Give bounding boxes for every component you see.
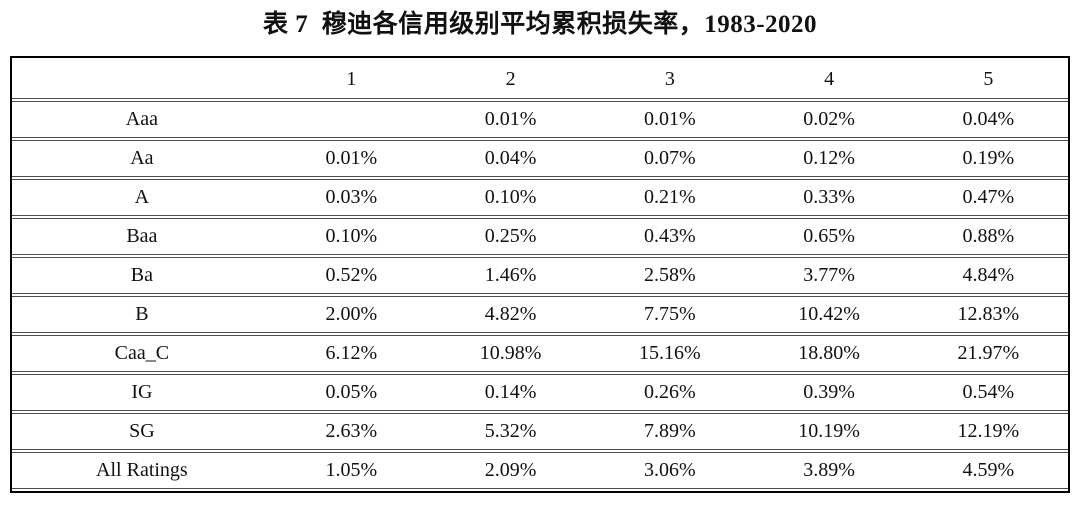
value-cell: 3.06% <box>590 452 750 489</box>
table-row: SG 2.63% 5.32% 7.89% 10.19% 12.19% <box>12 413 1068 450</box>
value-cell: 2.09% <box>431 452 591 489</box>
table-row: Ba 0.52% 1.46% 2.58% 3.77% 4.84% <box>12 257 1068 294</box>
value-cell: 0.39% <box>749 374 909 411</box>
value-cell: 0.12% <box>749 140 909 177</box>
row-label: Aaa <box>12 101 272 138</box>
value-cell: 15.16% <box>590 335 750 372</box>
value-cell: 0.01% <box>271 140 431 177</box>
value-cell: 10.42% <box>749 296 909 333</box>
value-cell: 0.65% <box>749 218 909 255</box>
value-cell: 4.84% <box>908 257 1068 294</box>
value-cell: 0.26% <box>590 374 750 411</box>
value-cell: 0.47% <box>908 179 1068 216</box>
value-cell: 1.05% <box>271 452 431 489</box>
table-row: Aaa 0.01% 0.01% 0.02% 0.04% <box>12 101 1068 138</box>
header-cell-year-3: 3 <box>590 60 750 99</box>
value-cell: 1.46% <box>431 257 591 294</box>
header-cell-year-4: 4 <box>749 60 909 99</box>
value-cell: 0.05% <box>271 374 431 411</box>
value-cell: 5.32% <box>431 413 591 450</box>
value-cell <box>271 101 431 138</box>
table-row: B 2.00% 4.82% 7.75% 10.42% 12.83% <box>12 296 1068 333</box>
value-cell: 0.01% <box>431 101 591 138</box>
value-cell: 2.58% <box>590 257 750 294</box>
value-cell: 7.89% <box>590 413 750 450</box>
value-cell: 4.59% <box>908 452 1068 489</box>
table-row: Baa 0.10% 0.25% 0.43% 0.65% 0.88% <box>12 218 1068 255</box>
row-label: Aa <box>12 140 272 177</box>
value-cell: 6.12% <box>271 335 431 372</box>
header-cell-year-1: 1 <box>271 60 431 99</box>
value-cell: 0.25% <box>431 218 591 255</box>
row-label: Caa_C <box>12 335 272 372</box>
value-cell: 0.04% <box>431 140 591 177</box>
header-cell-label <box>12 60 272 99</box>
page-title: 表 7 穆迪各信用级别平均累积损失率，1983-2020 <box>262 11 818 38</box>
value-cell: 10.19% <box>749 413 909 450</box>
value-cell: 12.19% <box>908 413 1068 450</box>
table-row: Caa_C 6.12% 10.98% 15.16% 18.80% 21.97% <box>12 335 1068 372</box>
row-label: All Ratings <box>12 452 272 489</box>
value-cell: 2.63% <box>271 413 431 450</box>
row-label: Baa <box>12 218 272 255</box>
value-cell: 0.43% <box>590 218 750 255</box>
value-cell: 0.19% <box>908 140 1068 177</box>
header-cell-year-5: 5 <box>908 60 1068 99</box>
value-cell: 0.33% <box>749 179 909 216</box>
row-label: Ba <box>12 257 272 294</box>
value-cell: 7.75% <box>590 296 750 333</box>
value-cell: 2.00% <box>271 296 431 333</box>
value-cell: 0.54% <box>908 374 1068 411</box>
table-body: Aaa 0.01% 0.01% 0.02% 0.04% Aa 0.01% 0.04% 0.07%… <box>12 101 1068 489</box>
value-cell: 0.10% <box>271 218 431 255</box>
row-label: B <box>12 296 272 333</box>
value-cell: 0.02% <box>749 101 909 138</box>
value-cell: 0.01% <box>590 101 750 138</box>
value-cell: 0.10% <box>431 179 591 216</box>
value-cell: 18.80% <box>749 335 909 372</box>
table-row: Aa 0.01% 0.04% 0.07% 0.12% 0.19% <box>12 140 1068 177</box>
value-cell: 0.07% <box>590 140 750 177</box>
value-cell: 10.98% <box>431 335 591 372</box>
value-cell: 3.89% <box>749 452 909 489</box>
value-cell: 12.83% <box>908 296 1068 333</box>
value-cell: 0.14% <box>431 374 591 411</box>
row-label: SG <box>12 413 272 450</box>
row-label: IG <box>12 374 272 411</box>
value-cell: 0.21% <box>590 179 750 216</box>
table-row: All Ratings 1.05% 2.09% 3.06% 3.89% 4.59% <box>12 452 1068 489</box>
header-cell-year-2: 2 <box>431 60 591 99</box>
value-cell: 0.52% <box>271 257 431 294</box>
value-cell: 0.03% <box>271 179 431 216</box>
value-cell: 4.82% <box>431 296 591 333</box>
value-cell: 21.97% <box>908 335 1068 372</box>
table-row: A 0.03% 0.10% 0.21% 0.33% 0.47% <box>12 179 1068 216</box>
value-cell: 0.88% <box>908 218 1068 255</box>
value-cell: 3.77% <box>749 257 909 294</box>
value-cell: 0.04% <box>908 101 1068 138</box>
row-label: A <box>12 179 272 216</box>
table-row: IG 0.05% 0.14% 0.26% 0.39% 0.54% <box>12 374 1068 411</box>
